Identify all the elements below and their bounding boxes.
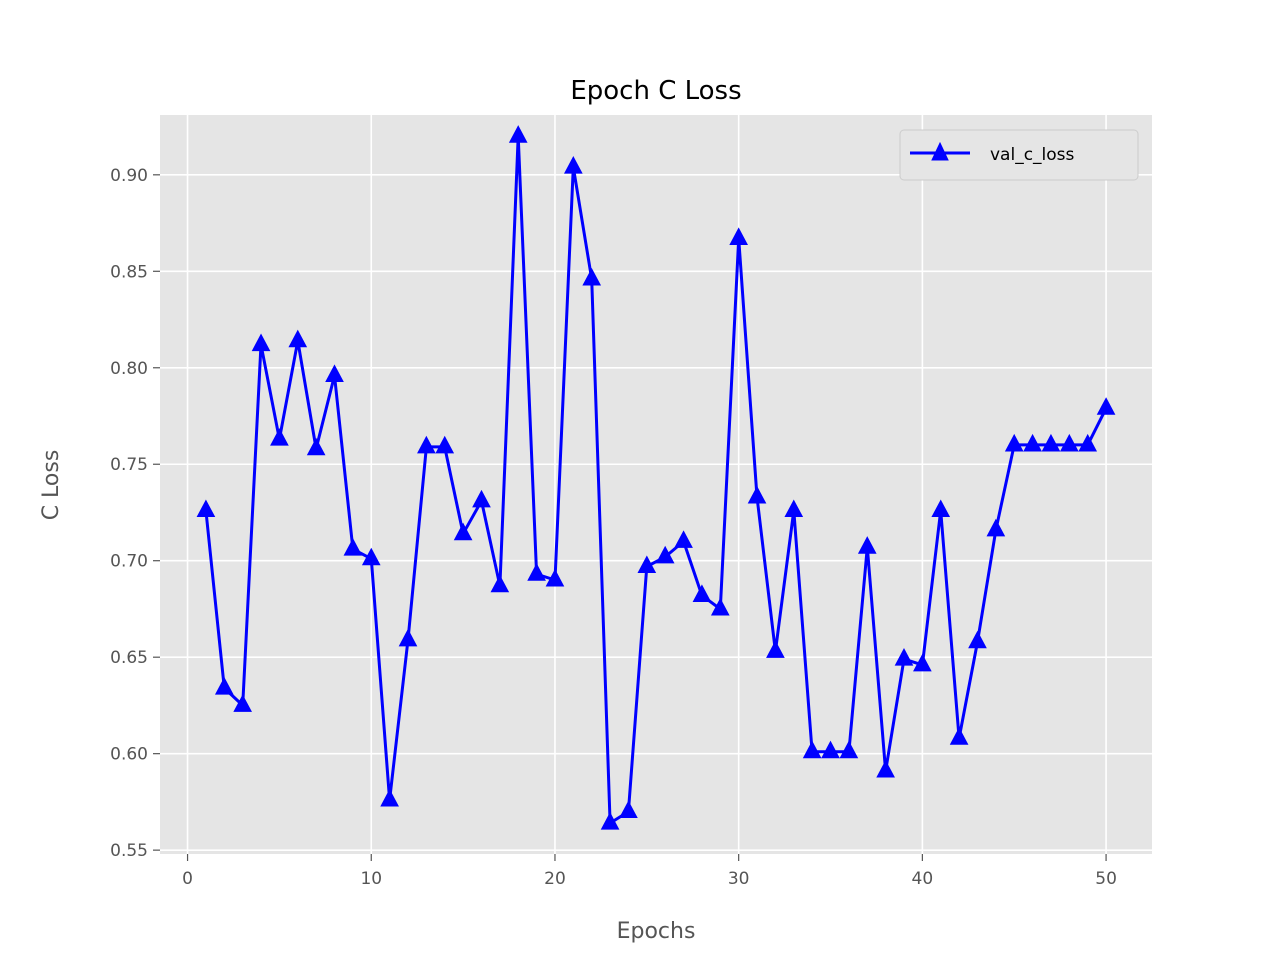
plot-background [160, 115, 1152, 854]
data-point [1041, 433, 1061, 452]
x-axis-label: Epochs [617, 919, 696, 944]
data-point [490, 574, 510, 593]
data-point [949, 727, 969, 745]
data-point [747, 485, 767, 504]
data-point [214, 676, 234, 695]
data-point [729, 227, 748, 245]
data-point [472, 489, 491, 508]
data-point [655, 545, 675, 564]
y-tick-label: 0.85 [110, 262, 148, 282]
data-point [251, 333, 271, 352]
data-point [582, 267, 602, 286]
data-point [306, 437, 326, 456]
data-point [821, 740, 840, 759]
data-point [380, 788, 399, 807]
data-point [1096, 397, 1116, 415]
data-point [343, 538, 363, 556]
ticks: 0 10 20 30 40 50 0.55 0.60 0.65 0.70 0.75 0.80 0.85 0… [110, 166, 1117, 889]
data-point [1004, 433, 1024, 452]
legend-box [899, 129, 1139, 181]
data-point [857, 536, 877, 554]
data-point [839, 740, 859, 759]
data-point [784, 499, 804, 518]
y-tick-label: 0.55 [110, 841, 148, 861]
y-tick-label: 0.90 [110, 166, 148, 186]
data-point [710, 597, 730, 616]
y-tick-label: 0.65 [110, 648, 148, 668]
data-point [619, 800, 638, 819]
y-tick-label: 0.80 [110, 359, 148, 379]
data-point [527, 563, 546, 581]
series-layer [196, 125, 1116, 830]
data-point [417, 435, 436, 454]
data-point [637, 555, 657, 574]
data-point [1023, 433, 1042, 452]
data-point [692, 584, 712, 602]
data-point [766, 640, 785, 658]
x-tick-label: 0 [182, 869, 193, 889]
x-tick-label: 30 [728, 869, 750, 889]
legend-marker [931, 141, 949, 161]
legend: val_c_loss [899, 129, 1139, 181]
data-point [968, 630, 987, 649]
y-tick-label: 0.60 [110, 745, 148, 765]
x-tick-label: 20 [544, 869, 566, 889]
data-point [233, 694, 252, 712]
data-point [1078, 433, 1098, 452]
data-point [674, 530, 693, 548]
data-point [986, 518, 1006, 537]
data-point [600, 812, 620, 830]
data-point [453, 522, 473, 541]
data-point [802, 740, 822, 759]
x-tick-label: 50 [1095, 869, 1117, 889]
data-point [398, 628, 418, 647]
y-tick-label: 0.70 [110, 552, 148, 572]
data-point [931, 499, 951, 518]
data-point [270, 428, 289, 446]
x-tick-label: 40 [912, 869, 934, 889]
data-point [288, 329, 308, 348]
data-point [564, 156, 583, 174]
chart-title: Epoch C Loss [570, 76, 741, 106]
x-tick-label: 10 [360, 869, 382, 889]
data-point [196, 499, 216, 518]
data-point [894, 648, 914, 666]
data-point [361, 547, 381, 566]
data-point [508, 125, 528, 143]
data-point [325, 364, 344, 382]
y-axis-label: C Loss [39, 450, 64, 521]
data-point [1059, 433, 1079, 452]
data-point [435, 435, 455, 454]
data-point [876, 759, 895, 778]
legend-label: val_c_loss [990, 145, 1075, 165]
data-point [545, 568, 565, 587]
data-point [913, 653, 932, 672]
y-tick-label: 0.75 [110, 455, 148, 475]
